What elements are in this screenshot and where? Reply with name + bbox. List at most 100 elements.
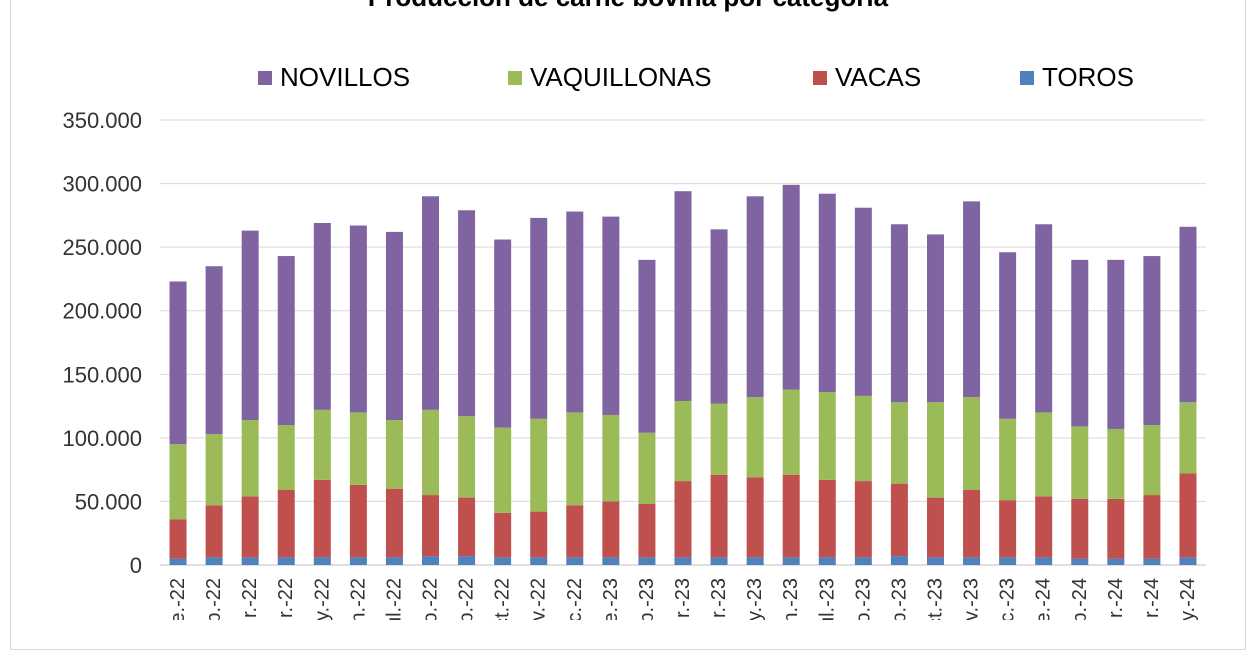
bar-novillos-feb.-22	[205, 266, 223, 435]
bar-vacas-jul.-23	[818, 479, 836, 558]
bar-vacas-sep.-22	[458, 497, 476, 557]
y-tick-label: 300.000	[62, 172, 142, 197]
bar-vacas-ago.-23	[854, 481, 872, 558]
bar-vacas-may.-24	[1179, 473, 1197, 558]
bar-vacas-abr.-24	[1143, 495, 1161, 559]
bar-vaquillonas-may.-24	[1179, 402, 1197, 474]
x-tick-label: b.-22	[203, 578, 225, 620]
bar-vaquillonas-ene.-23	[602, 414, 620, 502]
bar-toros-dic.-23	[999, 557, 1017, 565]
bar-vacas-feb.-24	[1071, 498, 1089, 559]
bar-toros-jul.-22	[385, 557, 403, 565]
bar-vaquillonas-sep.-22	[458, 416, 476, 498]
bar-vacas-may.-23	[746, 477, 764, 558]
x-tick-label: r.-24	[1141, 578, 1163, 618]
bar-toros-may.-24	[1179, 557, 1197, 565]
bar-novillos-sep.-22	[458, 210, 476, 417]
stacked-bar-chart: 0 50.000 100.000 150.000 200.000 250.000 300.0…	[62, 108, 1206, 620]
bar-novillos-abr.-24	[1143, 256, 1161, 426]
x-tick-label: b.-23	[636, 578, 658, 620]
bar-novillos-feb.-23	[638, 259, 656, 433]
bar-vacas-sep.-23	[890, 483, 908, 557]
bar-toros-oct.-23	[926, 557, 944, 565]
bar-toros-jul.-23	[818, 557, 836, 565]
y-tick-label: 200.000	[62, 299, 142, 324]
bar-vacas-feb.-23	[638, 503, 656, 558]
x-tick-label: r.-23	[708, 578, 730, 618]
bar-vacas-abr.-23	[710, 474, 728, 558]
x-tick-label: c.-23	[997, 578, 1019, 620]
bar-vaquillonas-feb.-22	[205, 434, 223, 506]
bar-toros-abr.-23	[710, 557, 728, 565]
x-tick-label: o.-22	[420, 578, 442, 620]
bar-novillos-feb.-24	[1071, 259, 1089, 427]
bar-vaquillonas-oct.-22	[494, 427, 512, 513]
chart-title: Producción de carne bovina por categoría	[0, 0, 1256, 13]
x-tick-label: ct.-23	[924, 578, 946, 620]
x-tick-label: v.-22	[528, 578, 550, 620]
bar-vaquillonas-sep.-23	[890, 402, 908, 484]
y-tick-label: 150.000	[62, 362, 142, 387]
y-tick-label: 0	[130, 553, 142, 578]
x-tick-label: e.-24	[1033, 578, 1055, 620]
legend-swatch-vacas	[813, 70, 827, 85]
bar-novillos-nov.-23	[963, 201, 981, 398]
bar-vaquillonas-jun.-22	[349, 412, 367, 485]
bar-vacas-ene.-23	[602, 501, 620, 558]
bar-vaquillonas-jun.-23	[782, 389, 800, 475]
y-tick-label: 350.000	[62, 108, 142, 133]
bar-novillos-ago.-22	[422, 196, 440, 410]
bar-toros-may.-23	[746, 557, 764, 565]
x-tick-label: p.-23	[888, 578, 910, 620]
bar-vaquillonas-abr.-22	[277, 425, 295, 490]
bar-vaquillonas-may.-23	[746, 397, 764, 478]
bar-vacas-dic.-22	[566, 505, 584, 558]
bar-vaquillonas-abr.-24	[1143, 425, 1161, 496]
bar-vacas-mar.-24	[1107, 498, 1125, 559]
bar-vacas-mar.-23	[674, 481, 692, 558]
legend-swatch-novillos	[258, 70, 272, 85]
bar-vaquillonas-nov.-22	[530, 418, 548, 512]
bar-toros-sep.-22	[458, 556, 476, 565]
bar-novillos-mar.-23	[674, 191, 692, 401]
bar-novillos-dic.-23	[999, 252, 1017, 419]
bar-novillos-ene.-23	[602, 216, 620, 415]
bar-vaquillonas-nov.-23	[963, 397, 981, 490]
x-tick-label: e.-23	[600, 578, 622, 620]
bar-vacas-abr.-22	[277, 489, 295, 558]
bar-novillos-mar.-22	[241, 230, 259, 421]
bar-toros-ene.-23	[602, 557, 620, 565]
bar-novillos-nov.-22	[530, 217, 548, 419]
bar-toros-may.-22	[313, 557, 331, 565]
legend-swatch-toros	[1020, 70, 1034, 85]
bar-novillos-oct.-22	[494, 239, 512, 428]
chart-legend: NOVILLOS VAQUILLONAS VACAS TOROS	[0, 62, 1256, 94]
bar-vacas-nov.-22	[530, 511, 548, 558]
x-tick-label: b.-24	[1069, 578, 1091, 620]
legend-label-toros: TOROS	[1042, 62, 1134, 92]
bar-toros-mar.-23	[674, 557, 692, 565]
y-tick-label: 50.000	[75, 489, 142, 514]
bar-novillos-oct.-23	[926, 234, 944, 403]
legend-swatch-vaquillonas	[508, 70, 522, 85]
bar-novillos-abr.-22	[277, 256, 295, 426]
bar-novillos-dic.-22	[566, 211, 584, 413]
bar-vaquillonas-dic.-23	[999, 418, 1017, 501]
bar-vacas-dic.-23	[999, 500, 1017, 558]
x-tick-label: y.-24	[1177, 578, 1199, 620]
x-tick-label: ct.-22	[492, 578, 514, 620]
bar-novillos-jul.-23	[818, 193, 836, 393]
bar-toros-feb.-22	[205, 557, 223, 565]
x-tick-label: v.-23	[961, 578, 983, 620]
x-tick-label: y.-23	[744, 578, 766, 620]
x-tick-label: e.-22	[167, 578, 189, 620]
x-tick-label: r.-23	[672, 578, 694, 618]
bar-toros-feb.-23	[638, 557, 656, 565]
bar-vaquillonas-abr.-23	[710, 403, 728, 475]
bar-vacas-ago.-22	[422, 495, 440, 557]
bar-vaquillonas-mar.-24	[1107, 428, 1125, 499]
bar-toros-mar.-24	[1107, 558, 1125, 565]
bar-vacas-feb.-22	[205, 505, 223, 558]
x-tick-label: p.-22	[456, 578, 478, 620]
legend-label-vacas: VACAS	[835, 62, 922, 92]
